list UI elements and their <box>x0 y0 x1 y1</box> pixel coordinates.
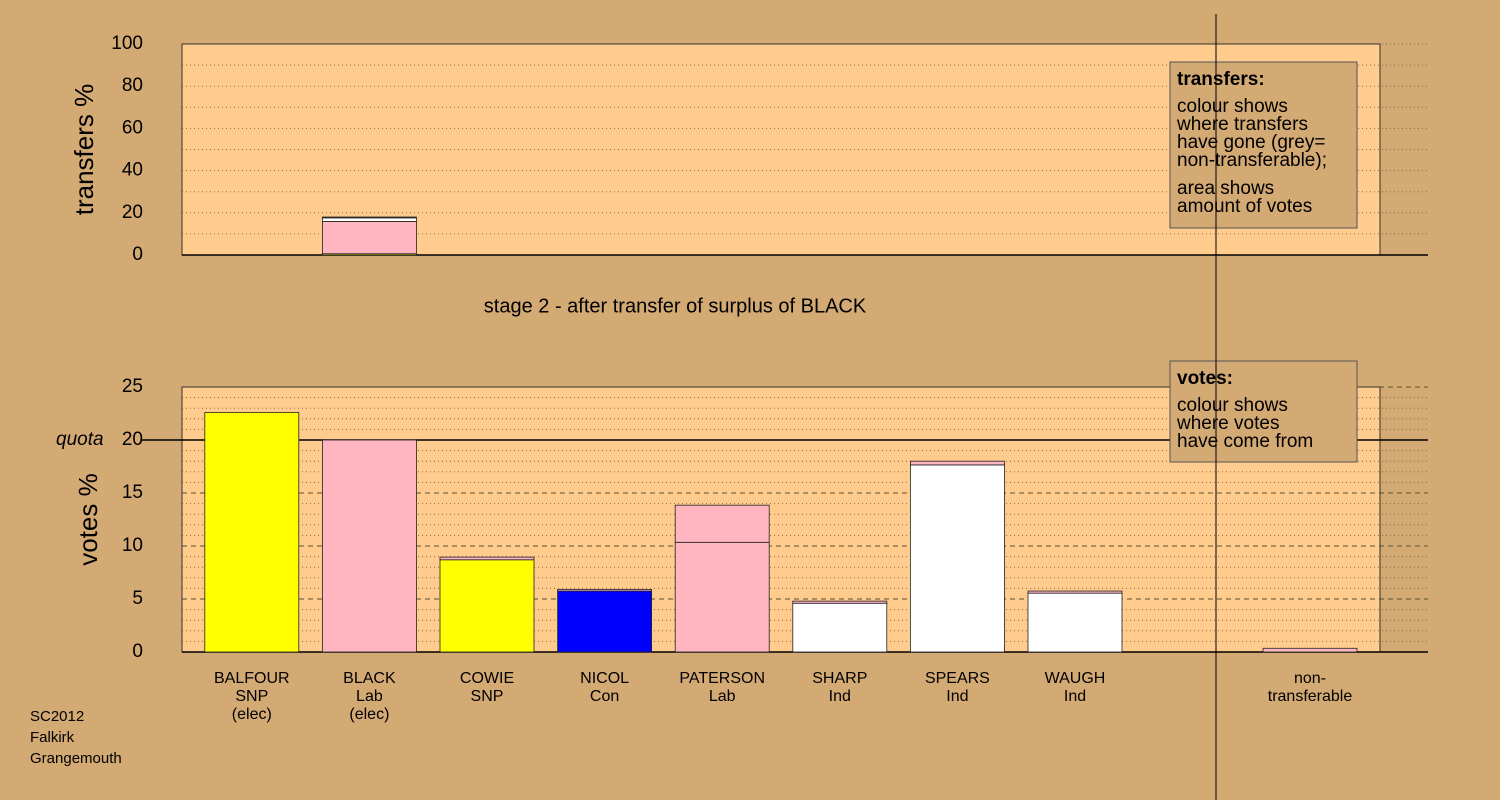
x-tick-status: (elec) <box>232 706 272 723</box>
bar-segment <box>321 221 417 255</box>
footer: Grangemouth <box>30 750 122 767</box>
y-axis-title: votes % <box>73 473 103 566</box>
bar-segment <box>321 217 417 222</box>
x-tick-party: Ind <box>829 688 851 705</box>
x-tick-party: Con <box>590 688 619 705</box>
legend-text: amount of votes <box>1177 196 1312 217</box>
y-tick-label: 60 <box>122 117 143 138</box>
legend-text: where transfers <box>1176 114 1308 135</box>
x-tick-label: WAUGH <box>1045 670 1106 687</box>
x-tick-party: Lab <box>356 688 383 705</box>
legend-title: transfers: <box>1177 69 1265 90</box>
x-tick-party: Ind <box>1064 688 1086 705</box>
footer: Falkirk <box>30 729 75 746</box>
x-tick-label: SPEARS <box>925 670 990 687</box>
y-tick-label: 40 <box>122 160 143 181</box>
y-tick-label: 0 <box>132 641 143 662</box>
bar-segment <box>557 590 652 653</box>
bar-segment <box>557 589 652 592</box>
y-tick-label: 20 <box>122 202 143 223</box>
x-tick-party: Ind <box>946 688 968 705</box>
legend-text: have come from <box>1177 431 1313 452</box>
bar-segment <box>674 541 770 653</box>
y-tick-label: 15 <box>122 482 143 503</box>
legend-text: colour shows <box>1177 395 1288 416</box>
bar-segment <box>792 602 888 653</box>
y-tick-label: 80 <box>122 75 143 96</box>
y-tick-label: 5 <box>132 588 143 609</box>
legend-text: non-transferable); <box>1177 150 1327 171</box>
y-tick-label: 20 <box>122 429 143 450</box>
y-tick-label: 10 <box>122 535 143 556</box>
bar-segment <box>910 464 1005 653</box>
legend-text: colour shows <box>1177 96 1288 117</box>
x-tick-label: BALFOUR <box>214 670 290 687</box>
legend-text: have gone (grey= <box>1177 132 1325 153</box>
legend-box <box>1169 61 1358 229</box>
x-tick-label: BLACK <box>343 670 396 687</box>
x-tick-party: SNP <box>235 688 268 705</box>
bar-segment <box>321 216 417 219</box>
x-tick-label: transferable <box>1268 688 1353 705</box>
y-tick-label: 100 <box>111 33 143 54</box>
x-tick-label: PATERSON <box>679 670 765 687</box>
bar-segment <box>1262 647 1358 653</box>
x-tick-label: NICOL <box>580 670 629 687</box>
y-axis-title: transfers % <box>69 84 99 216</box>
legend-text: area shows <box>1177 178 1274 199</box>
bar-segment <box>439 556 535 561</box>
x-tick-party: Lab <box>709 688 736 705</box>
footer: SC2012 <box>30 708 84 725</box>
y-tick-label: 25 <box>122 376 143 397</box>
stage-title: stage 2 - after transfer of surplus of B… <box>484 295 867 317</box>
bar-segment <box>792 600 888 604</box>
legend-title: votes: <box>1177 368 1233 389</box>
x-tick-label: COWIE <box>460 670 514 687</box>
x-tick-label: SHARP <box>812 670 867 687</box>
bar-segment <box>1027 592 1123 653</box>
bar-segment <box>204 412 300 653</box>
bar-segment <box>321 439 417 653</box>
x-tick-label: non- <box>1294 670 1326 687</box>
bar-segment <box>1027 590 1123 594</box>
quota-label: quota <box>56 429 104 450</box>
bar-segment <box>674 504 770 543</box>
bar-segment <box>910 460 1005 466</box>
legend-box <box>1169 360 1358 463</box>
x-tick-party: SNP <box>471 688 504 705</box>
x-tick-status: (elec) <box>349 706 389 723</box>
y-tick-label: 0 <box>132 244 143 265</box>
bar-segment <box>439 559 535 653</box>
legend-text: where votes <box>1176 413 1279 434</box>
